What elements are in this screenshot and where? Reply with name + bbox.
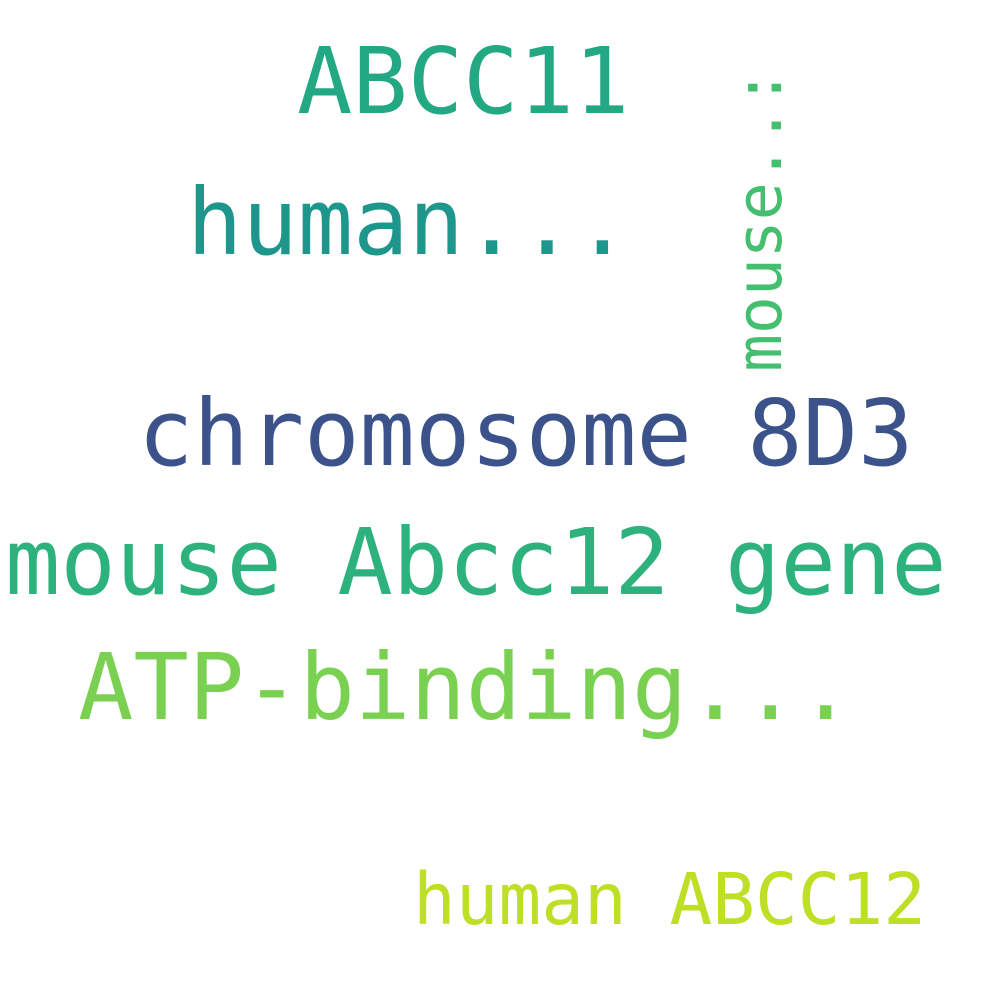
word-human-ellipsis: human... [187, 169, 631, 276]
word-chromosome-8d3: chromosome 8D3 [138, 380, 914, 487]
word-abcc11: ABCC11 [297, 28, 630, 135]
word-mouse-abcc12-gene: mouse Abcc12 gene [5, 509, 947, 616]
word-atp-binding: ATP-binding... [78, 634, 854, 741]
word-human-abcc12: human ABCC12 [413, 858, 926, 941]
word-mouse-vertical: mouse..: [723, 68, 796, 372]
